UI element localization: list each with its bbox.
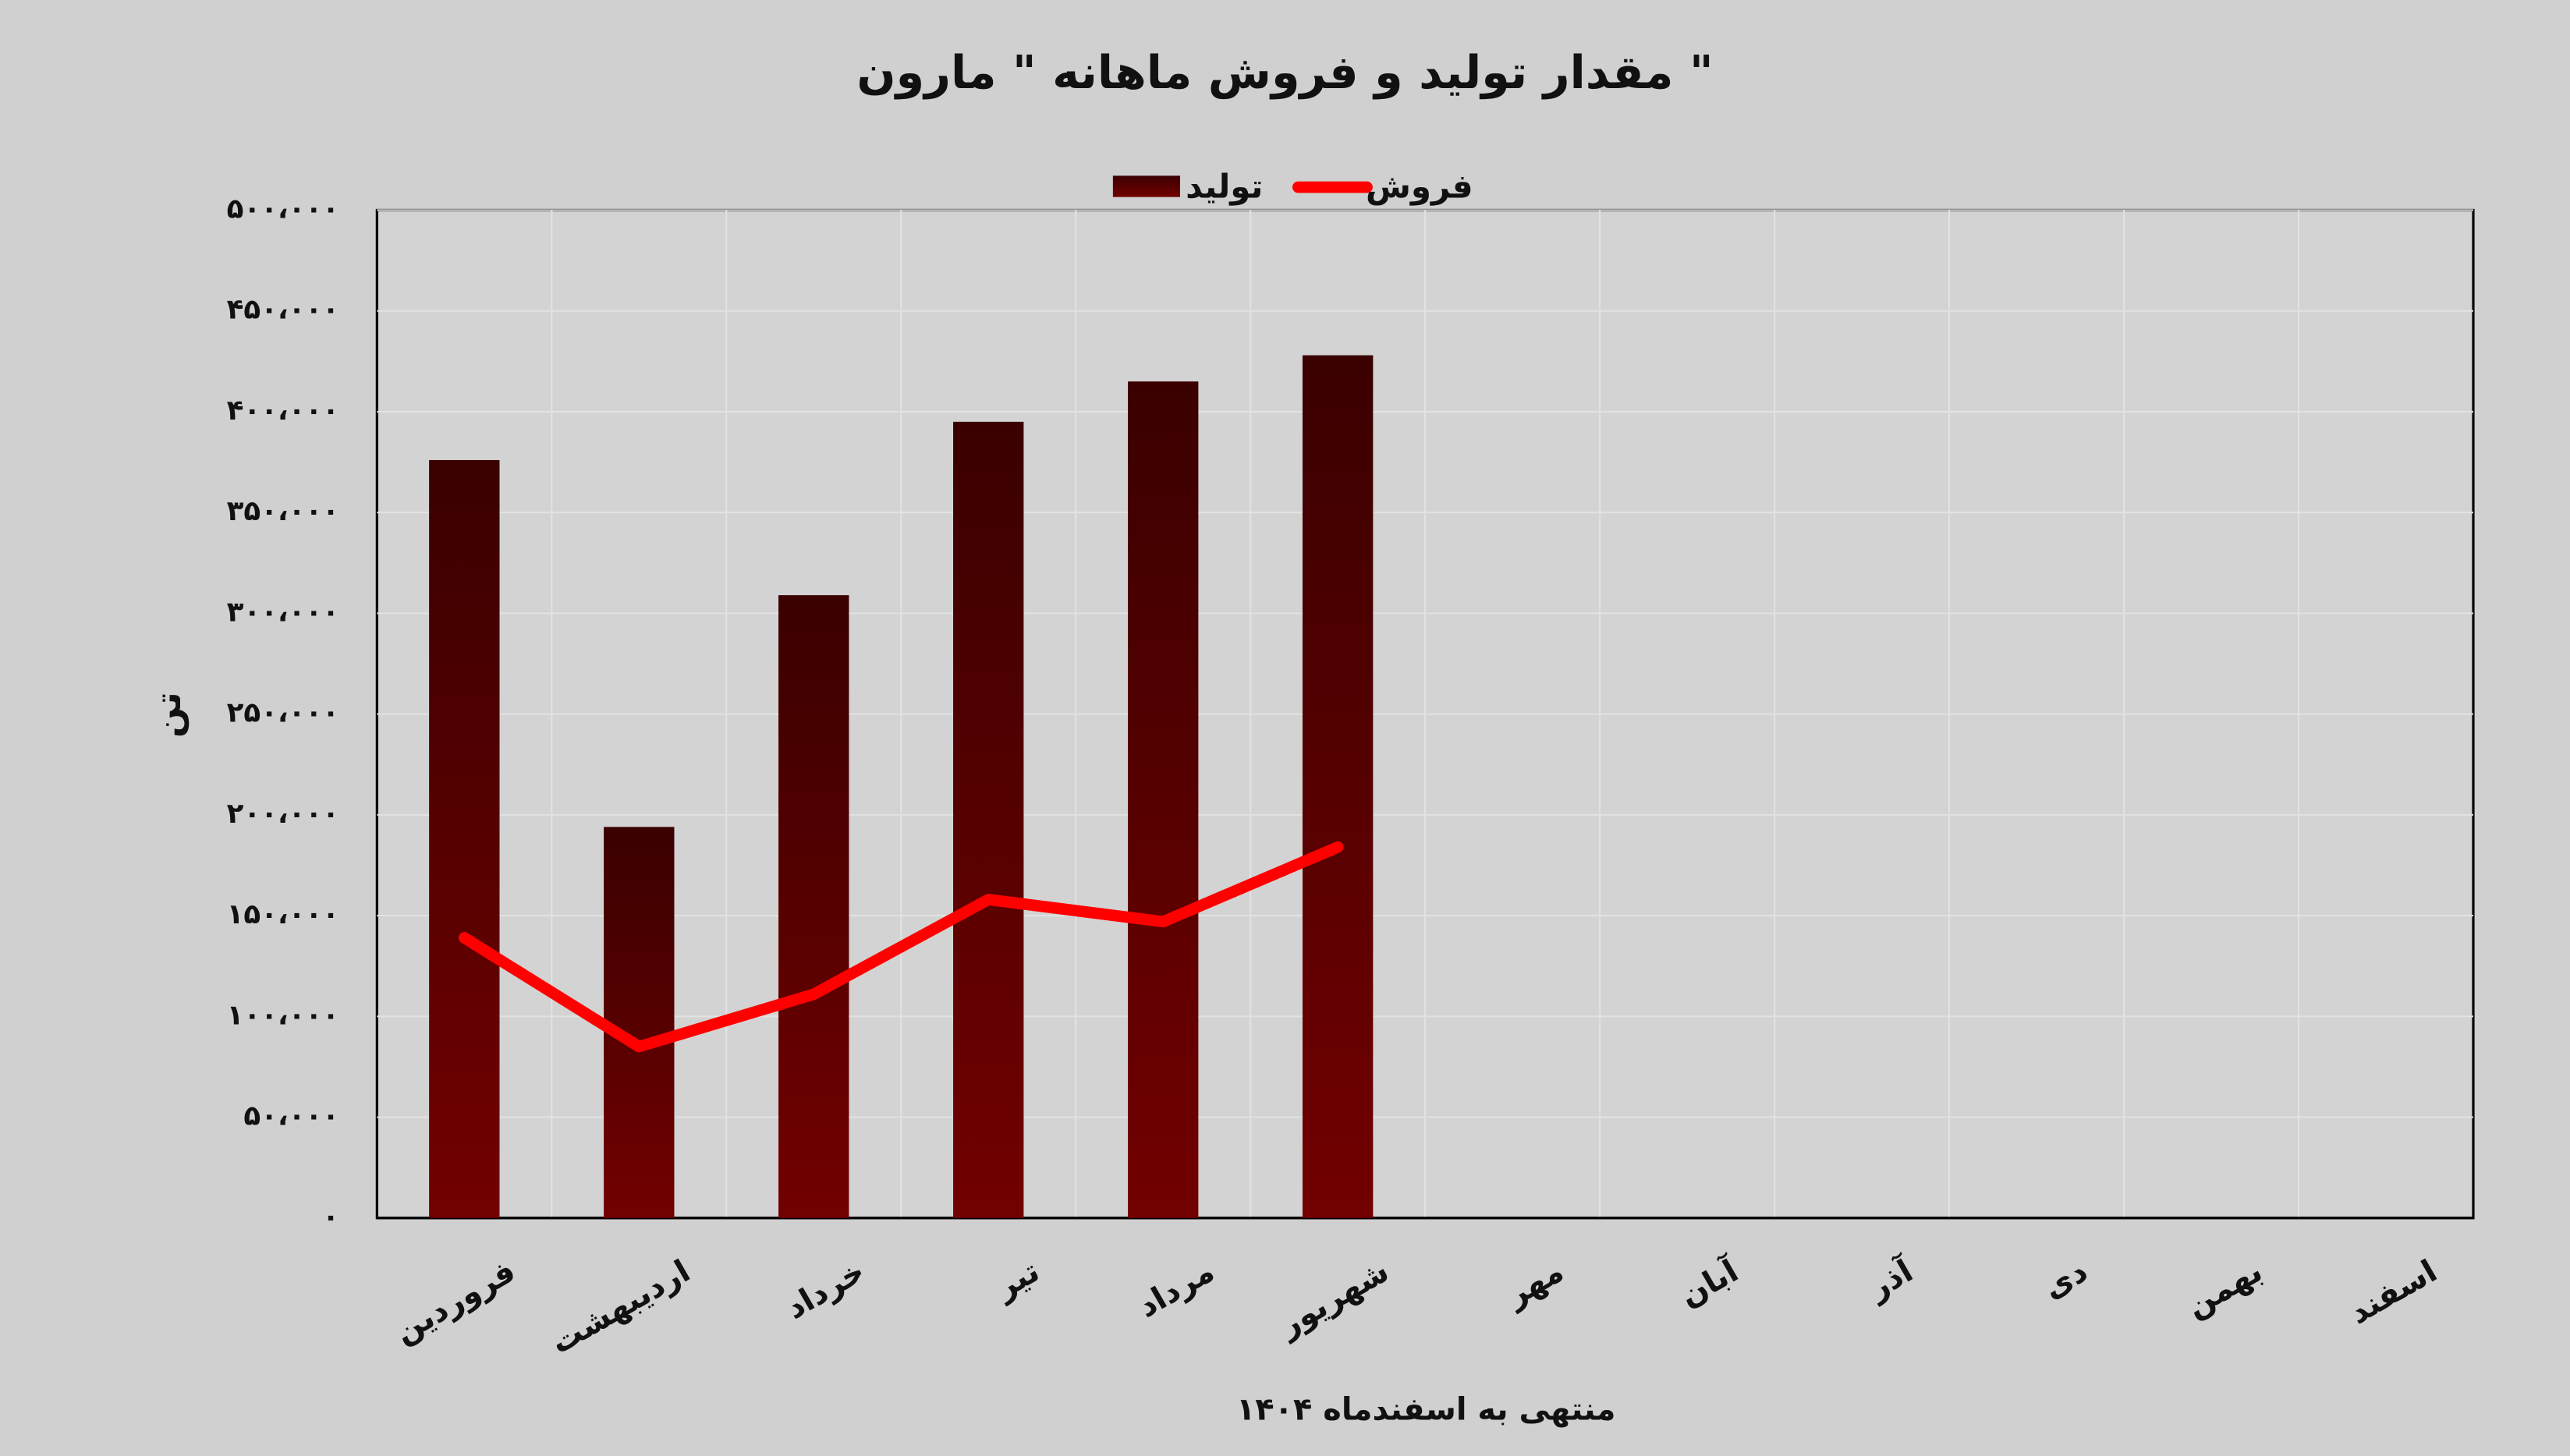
chart-title: مقدار تولید و فروش ماهانه " مارون " [856, 45, 1713, 100]
y-tick-label: ۱۰۰،۰۰۰ [227, 999, 339, 1031]
y-tick-label: ۰ [322, 1201, 339, 1233]
y-axis-label: تن [147, 692, 189, 738]
bar [1128, 381, 1199, 1218]
bar [1303, 355, 1374, 1218]
y-tick-label: ۵۰۰،۰۰۰ [227, 193, 339, 225]
legend-label: تولید [1186, 168, 1263, 207]
bar [604, 827, 675, 1218]
y-tick-label: ۳۵۰،۰۰۰ [227, 495, 339, 527]
line [458, 841, 1344, 1053]
y-tick-label: ۴۵۰،۰۰۰ [227, 294, 339, 326]
bar [953, 421, 1024, 1218]
y-tick-label: ۲۵۰،۰۰۰ [227, 697, 339, 729]
y-tick-label: ۲۰۰،۰۰۰ [227, 798, 339, 830]
y-tick-label: ۱۵۰،۰۰۰ [227, 898, 339, 930]
legend-swatch [1112, 175, 1181, 197]
y-tick-label: ۳۰۰،۰۰۰ [227, 596, 339, 628]
y-tick-label: ۴۰۰،۰۰۰ [227, 395, 339, 427]
legend-label: فروش [1366, 168, 1473, 207]
y-tick-label: ۵۰،۰۰۰ [243, 1100, 339, 1132]
x-axis-label: منتهی به اسفندماه ۱۴۰۴ [1236, 1391, 1616, 1427]
bar [429, 459, 500, 1218]
bar [778, 595, 849, 1218]
